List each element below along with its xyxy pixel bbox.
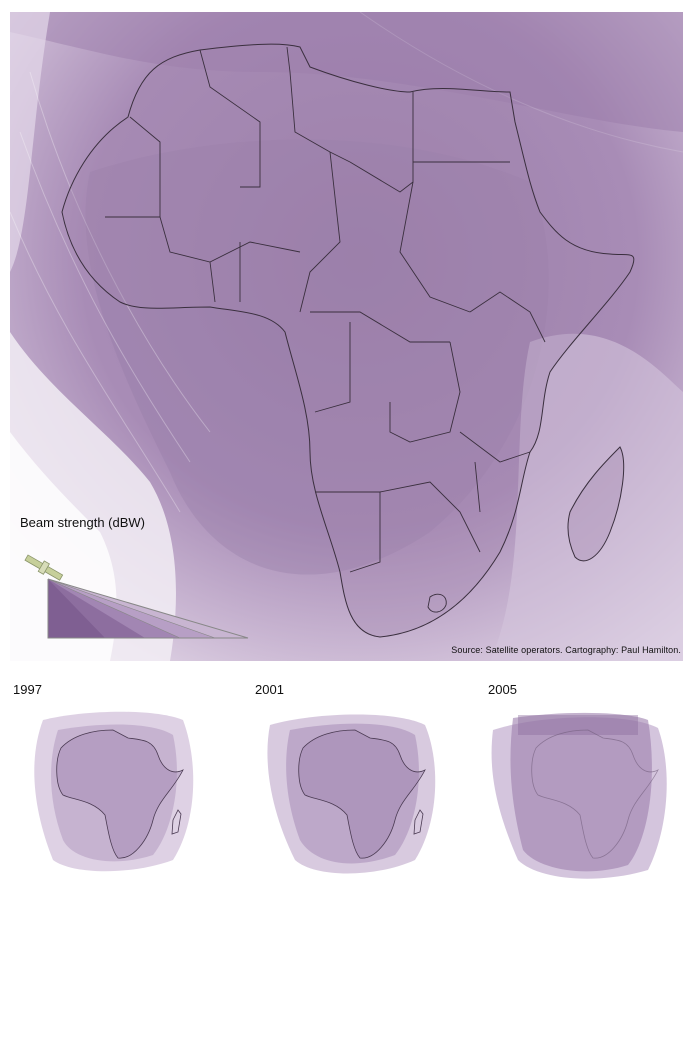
mini-map-2005: 2005 [488,682,688,882]
mini-map-2001: 2001 [255,682,455,882]
africa-country-borders [61,43,635,638]
source-credit: Source: Satellite operators. Cartography… [451,645,681,655]
satellite-icon [24,554,64,581]
year-label: 2001 [255,682,284,697]
africa-mini-map [491,712,667,879]
mini-map-1997: 1997 [13,682,213,882]
year-label: 1997 [13,682,42,697]
main-coverage-map [10,12,683,661]
year-label: 2005 [488,682,517,697]
internal-borders [105,46,546,573]
africa-beam-map [10,12,683,661]
legend-title: Beam strength (dBW) [20,515,145,530]
beam-strength-legend [24,554,249,639]
africa-mini-map [34,711,194,872]
africa-mini-map [267,714,436,874]
